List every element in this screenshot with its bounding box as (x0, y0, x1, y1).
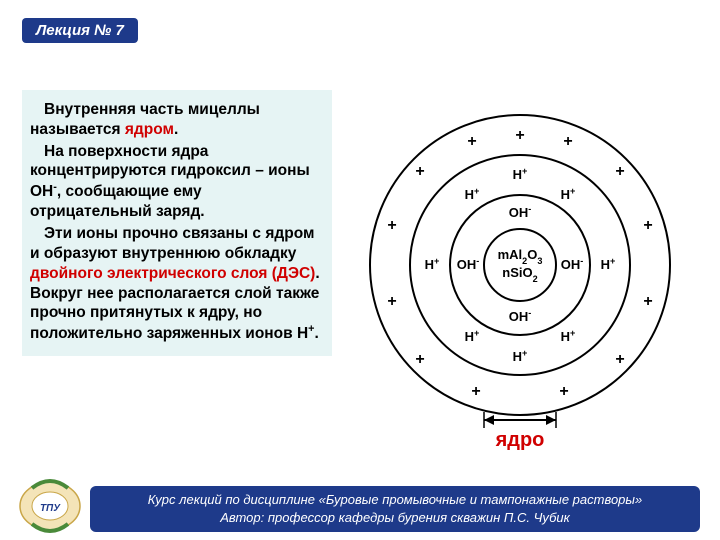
para-2: На поверхности ядра концентрируются гидр… (30, 142, 324, 222)
svg-text:H+: H+ (465, 186, 480, 202)
svg-text:+: + (559, 383, 568, 400)
svg-text:+: + (387, 217, 396, 234)
svg-text:OH-: OH- (509, 308, 532, 324)
svg-text:H+: H+ (425, 256, 440, 272)
svg-text:H+: H+ (561, 186, 576, 202)
svg-text:nSiO2: nSiO2 (502, 265, 537, 284)
diagram-svg: mAl2O3nSiO2 OH- OH- OH- OH- H+ H+ H+ H+ H+ H+ H+ H+ +… (350, 90, 690, 460)
svg-text:H+: H+ (601, 256, 616, 272)
svg-text:H+: H+ (513, 348, 528, 364)
svg-text:+: + (415, 351, 424, 368)
svg-text:+: + (415, 163, 424, 180)
svg-text:H+: H+ (513, 166, 528, 182)
svg-text:+: + (615, 163, 624, 180)
footer: ТПУ Курс лекций по дисциплине «Буровые п… (0, 482, 720, 540)
p1-b: ядром (125, 121, 174, 138)
p2-b: , сообщающие ему отрицательный заряд. (30, 183, 205, 220)
core-label: ядро (496, 429, 545, 452)
p3-a: Эти ионы прочно связаны с ядром и образу… (30, 225, 314, 262)
para-1: Внутренняя часть мицеллы называется ядро… (30, 100, 324, 140)
svg-text:+: + (467, 133, 476, 150)
footer-logo-icon: ТПУ (14, 476, 86, 536)
footer-line1: Курс лекций по дисциплине «Буровые промы… (90, 491, 700, 509)
svg-text:OH-: OH- (457, 256, 480, 272)
svg-text:H+: H+ (561, 328, 576, 344)
micelle-diagram: mAl2O3nSiO2 OH- OH- OH- OH- H+ H+ H+ H+ H+ H+ H+ H+ +… (350, 90, 690, 460)
svg-text:OH-: OH- (509, 204, 532, 220)
svg-text:+: + (643, 217, 652, 234)
svg-text:mAl2O3: mAl2O3 (498, 247, 543, 266)
svg-text:ТПУ: ТПУ (40, 503, 61, 514)
svg-text:+: + (615, 351, 624, 368)
lecture-badge: Лекция № 7 (22, 18, 138, 43)
svg-text:+: + (563, 133, 572, 150)
svg-text:+: + (515, 127, 524, 144)
text-block: Внутренняя часть мицеллы называется ядро… (22, 90, 332, 356)
p3-b: двойного электрического слоя (ДЭС) (30, 265, 315, 282)
svg-text:H+: H+ (465, 328, 480, 344)
svg-text:OH-: OH- (561, 256, 584, 272)
footer-bar: Курс лекций по дисциплине «Буровые промы… (90, 486, 700, 532)
svg-text:+: + (387, 293, 396, 310)
svg-text:+: + (471, 383, 480, 400)
svg-text:+: + (643, 293, 652, 310)
p1-c: . (174, 121, 178, 138)
para-3: Эти ионы прочно связаны с ядром и образу… (30, 224, 324, 344)
p3-d: . (315, 325, 319, 342)
footer-line2: Автор: профессор кафедры бурения скважин… (90, 509, 700, 527)
